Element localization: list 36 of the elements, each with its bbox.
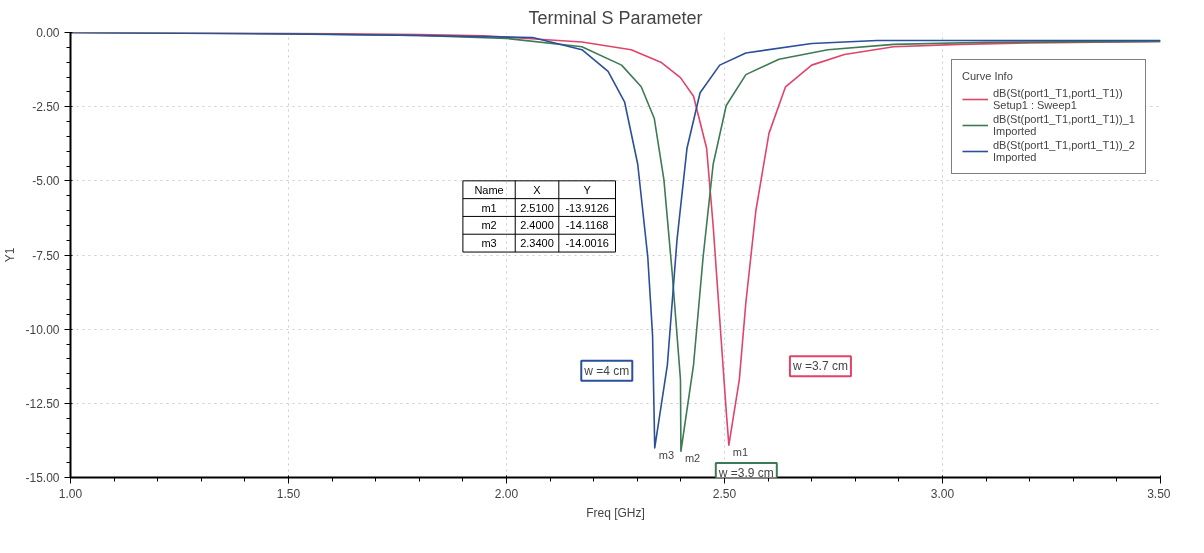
chart-title: Terminal S Parameter <box>528 7 703 28</box>
y-tick-label: -5.00 <box>32 174 60 189</box>
annotation: m1 <box>481 201 497 214</box>
annotation: w =3.9 cm <box>717 466 774 481</box>
annotation: w =4 cm <box>583 363 630 378</box>
x-tick-label: 3.50 <box>1147 486 1171 501</box>
annotation: m1 <box>732 446 749 459</box>
annotation: w =3.7 cm <box>791 359 848 374</box>
y-tick-label: -12.50 <box>25 396 60 411</box>
x-tick-label: 3.00 <box>930 486 955 501</box>
x-axis-title: Freq [GHz] <box>586 505 645 520</box>
annotation: -14.1168 <box>565 219 609 232</box>
annotation: m3 <box>658 448 675 461</box>
annotation: 2.3400 <box>520 237 554 250</box>
annotation: m2 <box>481 219 497 232</box>
y-tick-label: -7.50 <box>32 248 60 263</box>
x-tick-label: 1.00 <box>58 486 83 501</box>
annotation: m2 <box>684 452 701 465</box>
y-tick-label: -2.50 <box>32 100 60 115</box>
annotation: -14.0016 <box>565 237 609 250</box>
annotation: m3 <box>481 237 497 250</box>
y-tick-label: 0.00 <box>36 26 60 40</box>
x-tick-label: 2.00 <box>494 486 519 501</box>
annotation: 2.5100 <box>520 201 554 214</box>
annotation: Y <box>583 183 592 196</box>
legend-label: dB(St(port1_T1,port1_T1))_2 Imported <box>993 139 1135 163</box>
y-tick-label: -15.00 <box>25 471 60 485</box>
annotation: 2.4000 <box>520 219 554 232</box>
x-tick-label: 2.50 <box>712 486 737 501</box>
x-tick-label: 1.50 <box>276 486 301 501</box>
annotation: X <box>533 183 542 196</box>
annotation: Name <box>474 183 504 196</box>
y-tick-label: -10.00 <box>25 322 60 337</box>
legend-title: Curve Info <box>962 70 1014 82</box>
annotation: -13.9126 <box>565 201 609 214</box>
y-axis-title: Y1 <box>3 247 18 263</box>
